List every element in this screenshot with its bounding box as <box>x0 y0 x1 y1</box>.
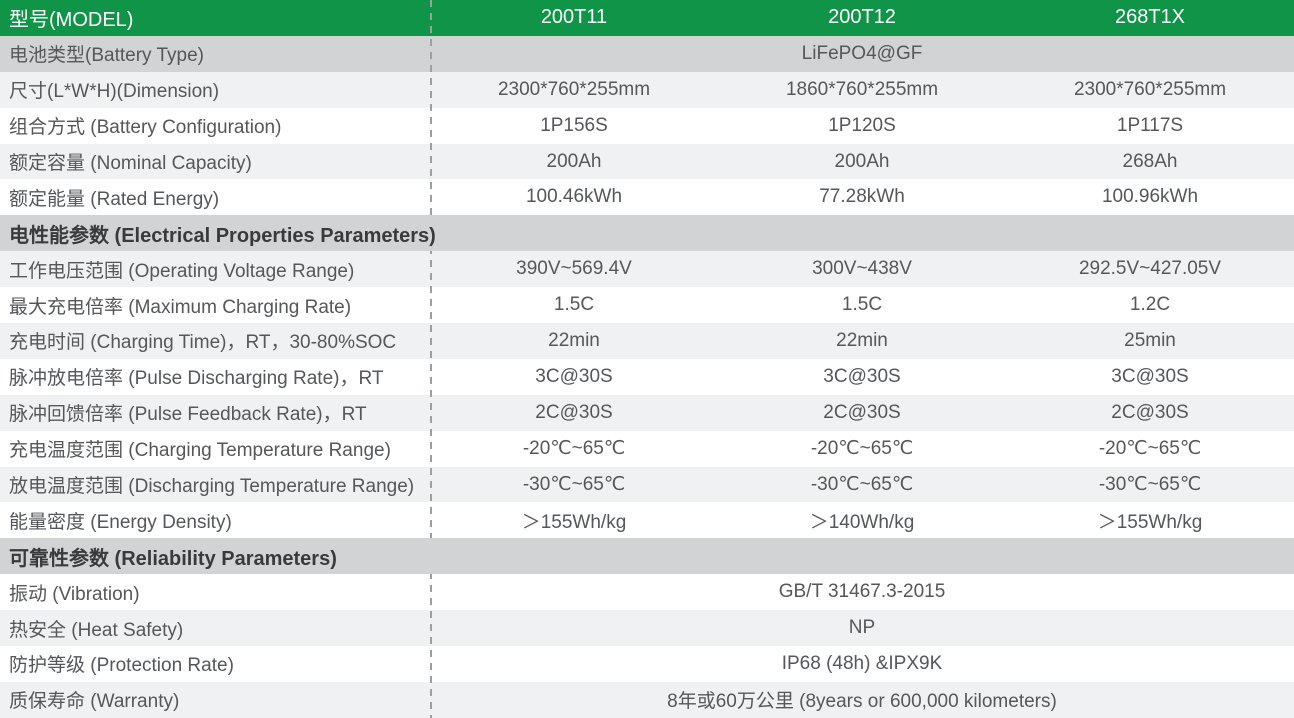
spec-label: 额定容量 (Nominal Capacity) <box>9 153 252 174</box>
spec-label: 额定能量 (Rated Energy) <box>9 188 220 210</box>
spec-value: 1P120S <box>828 114 896 136</box>
spec-value: 1P117S <box>1116 114 1184 136</box>
table-row-dimension: 尺寸(L*W*H)(Dimension) 2300*760*255mm 1860… <box>0 71 1294 108</box>
model-column-200T12: 200T12 <box>828 6 896 29</box>
spec-value: 390V~569.4V <box>516 258 632 280</box>
table-row-configuration: 组合方式 (Battery Configuration) 1P156S 1P12… <box>0 107 1294 144</box>
spec-value: 2300*760*255mm <box>1073 78 1227 100</box>
model-header-label: 型号(MODEL) <box>9 9 134 32</box>
spec-value: 77.28kWh <box>819 186 905 208</box>
section-title: 可靠性参数 (Reliability Parameters) <box>9 547 337 570</box>
section-row-reliability: 可靠性参数 (Reliability Parameters) <box>0 538 1294 575</box>
table-row-energy-density: 能量密度 (Energy Density) ＞155Wh/kg ＞140Wh/k… <box>0 502 1294 539</box>
spec-label: 振动 (Vibration) <box>9 583 140 605</box>
section-title: 电性能参数 (Electrical Properties Parameters) <box>9 224 436 247</box>
spec-value: -20℃~65℃ <box>810 438 914 460</box>
spec-value: -30℃~65℃ <box>1098 474 1202 496</box>
spec-value: 200Ah <box>834 150 890 172</box>
spec-value: 1860*760*255mm <box>785 78 939 100</box>
spec-value: 2C@30S <box>1111 401 1189 423</box>
spec-value: 2C@30S <box>535 401 613 423</box>
spec-value-span: GB/T 31467.3-2015 <box>778 581 946 603</box>
spec-value: -20℃~65℃ <box>522 438 626 460</box>
spec-label: 最大充电倍率 (Maximum Charging Rate) <box>9 296 352 318</box>
spec-label: 脉冲放电倍率 (Pulse Discharging Rate)，RT <box>9 368 384 390</box>
spec-label: 能量密度 (Energy Density) <box>9 511 232 533</box>
table-row-pulse-discharging-rate: 脉冲放电倍率 (Pulse Discharging Rate)，RT 3C@30… <box>0 358 1294 395</box>
spec-value: ＞155Wh/kg <box>1097 511 1203 533</box>
table-row-rated-energy: 额定能量 (Rated Energy) 100.46kWh 77.28kWh 1… <box>0 179 1294 216</box>
spec-label: 放电温度范围 (Discharging Temperature Range) <box>9 476 415 498</box>
spec-value: -30℃~65℃ <box>810 474 914 496</box>
table-row-max-charging-rate: 最大充电倍率 (Maximum Charging Rate) 1.5C 1.5C… <box>0 287 1294 324</box>
spec-label: 质保寿命 (Warranty) <box>9 691 180 713</box>
spec-value: ＞155Wh/kg <box>521 511 627 533</box>
table-row-operating-voltage: 工作电压范围 (Operating Voltage Range) 390V~56… <box>0 251 1294 288</box>
spec-value: 3C@30S <box>535 365 613 387</box>
spec-value: 22min <box>548 329 600 351</box>
spec-value: 1.5C <box>841 294 883 316</box>
spec-value: 25min <box>1124 329 1176 351</box>
spec-label: 电池类型(Battery Type) <box>9 45 204 67</box>
spec-value: 268Ah <box>1122 150 1178 172</box>
spec-value: 3C@30S <box>1111 365 1189 387</box>
spec-label: 防护等级 (Protection Rate) <box>9 655 234 677</box>
spec-value: 3C@30S <box>823 365 901 387</box>
table-row-vibration: 振动 (Vibration) GB/T 31467.3-2015 <box>0 574 1294 611</box>
spec-value: 2300*760*255mm <box>497 78 651 100</box>
model-column-200T11: 200T11 <box>540 6 608 29</box>
spec-value-span: NP <box>848 617 876 639</box>
spec-label: 热安全 (Heat Safety) <box>9 619 184 641</box>
table-row-heat-safety: 热安全 (Heat Safety) NP <box>0 610 1294 647</box>
table-row-battery-type: 电池类型(Battery Type) LiFePO4@GF <box>0 35 1294 72</box>
table-row-charging-temperature: 充电温度范围 (Charging Temperature Range) -20℃… <box>0 430 1294 467</box>
table-row-nominal-capacity: 额定容量 (Nominal Capacity) 200Ah 200Ah 268A… <box>0 143 1294 180</box>
section-row-electrical-properties: 电性能参数 (Electrical Properties Parameters) <box>0 215 1294 252</box>
table-row-charging-time: 充电时间 (Charging Time)，RT，30-80%SOC 22min … <box>0 323 1294 359</box>
spec-value: 1.5C <box>553 294 595 316</box>
spec-value: 22min <box>836 329 888 351</box>
table-row-pulse-feedback-rate: 脉冲回馈倍率 (Pulse Feedback Rate)，RT 2C@30S 2… <box>0 394 1294 431</box>
spec-value: -20℃~65℃ <box>1098 438 1202 460</box>
spec-value: 200Ah <box>546 150 602 172</box>
table-row-discharging-temperature: 放电温度范围 (Discharging Temperature Range) -… <box>0 466 1294 503</box>
spec-value-span: IP68 (48h) &IPX9K <box>781 652 943 674</box>
spec-value: 100.96kWh <box>1101 186 1199 208</box>
spec-label: 尺寸(L*W*H)(Dimension) <box>9 81 220 103</box>
spec-value: 1.2C <box>1129 294 1171 316</box>
spec-label: 充电时间 (Charging Time)，RT，30-80%SOC <box>9 332 397 354</box>
spec-value: 300V~438V <box>812 258 912 280</box>
spec-label: 充电温度范围 (Charging Temperature Range) <box>9 440 391 462</box>
table-row-protection-rate: 防护等级 (Protection Rate) IP68 (48h) &IPX9K <box>0 646 1294 682</box>
spec-label: 组合方式 (Battery Configuration) <box>9 117 282 139</box>
table-row-warranty: 质保寿命 (Warranty) 8年或60万公里 (8years or 600,… <box>0 681 1294 718</box>
spec-value: 292.5V~427.05V <box>1078 258 1222 280</box>
spec-label: 脉冲回馈倍率 (Pulse Feedback Rate)，RT <box>9 404 367 426</box>
spec-value: -30℃~65℃ <box>522 474 626 496</box>
spec-value: 1P156S <box>540 114 608 136</box>
spec-value-span: 8年或60万公里 (8years or 600,000 kilometers) <box>667 691 1057 713</box>
spec-value: ＞140Wh/kg <box>809 511 915 533</box>
spec-value: 2C@30S <box>823 401 901 423</box>
table-header-row: 型号(MODEL) 200T11 200T12 268T1X <box>0 0 1294 36</box>
spec-label: 工作电压范围 (Operating Voltage Range) <box>9 260 355 282</box>
spec-value-span: LiFePO4@GF <box>801 42 923 64</box>
model-column-268T1X: 268T1X <box>1114 6 1186 29</box>
spec-value: 100.46kWh <box>525 186 623 208</box>
